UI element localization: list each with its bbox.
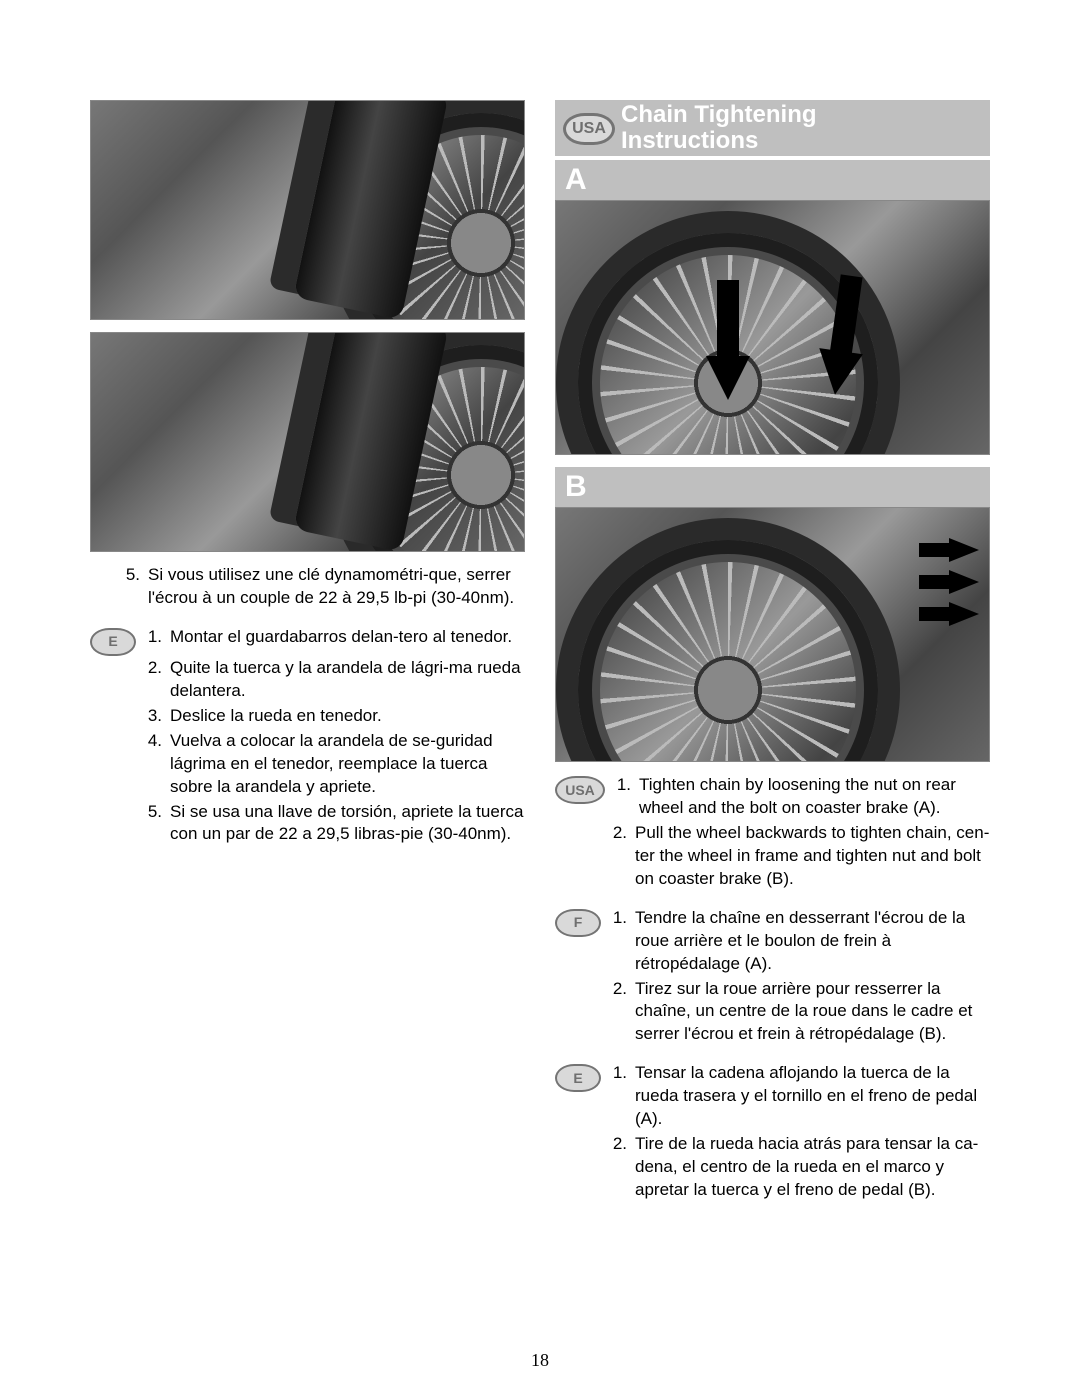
step-text: Si vous utilisez une clé dynamométri-que…	[148, 564, 525, 610]
step-number: 1.	[142, 626, 170, 649]
arrow-down-icon	[706, 356, 750, 400]
section-title: Chain Tightening Instructions	[621, 102, 817, 155]
step-text: Si se usa una llave de torsión, apriete …	[170, 801, 525, 847]
title-line-1: Chain Tightening	[621, 101, 817, 128]
step-text: Pull the wheel backwards to tighten chai…	[635, 822, 990, 891]
photo-fork-1	[90, 100, 525, 320]
lang-badge-e-icon: E	[90, 628, 136, 656]
step-letter-b: B	[555, 467, 990, 507]
step-text: Tendre la chaîne en desserrant l'écrou d…	[635, 907, 990, 976]
photo-chain-b	[555, 507, 990, 762]
arrow-down-icon	[813, 348, 863, 398]
step-letter-a: A	[555, 160, 990, 200]
step-text: Deslice la rueda en tenedor.	[170, 705, 525, 728]
step-number: 1.	[607, 1062, 635, 1085]
title-line-2: Instructions	[621, 127, 758, 154]
right-usa-block: USA 1. Tighten chain by loosening the nu…	[555, 774, 990, 891]
right-spanish-block: E 1. Tensar la cadena aflojando la tuerc…	[555, 1062, 990, 1202]
page-columns: 5. Si vous utilisez une clé dynamométri-…	[90, 100, 990, 1204]
right-french-block: F 1. Tendre la chaîne en desserrant l'éc…	[555, 907, 990, 1047]
lang-badge-e-icon: E	[555, 1064, 601, 1092]
step-number: 4.	[142, 730, 170, 799]
photo-chain-a	[555, 200, 990, 455]
step-number: 2.	[607, 978, 635, 1047]
page-number: 18	[0, 1350, 1080, 1371]
right-column: USA Chain Tightening Instructions A B US…	[555, 100, 990, 1204]
step-text: Quite la tuerca y la arandela de lágri-m…	[170, 657, 525, 703]
step-text: Montar el guardabarros delan-tero al ten…	[170, 626, 525, 649]
arrow-right-icon	[949, 570, 979, 594]
step-number: 5.	[142, 801, 170, 847]
step-number: 5.	[120, 564, 148, 610]
step-text: Tighten chain by loosening the nut on re…	[639, 774, 990, 820]
step-number: 3.	[142, 705, 170, 728]
lang-badge-f-icon: F	[555, 909, 601, 937]
left-column: 5. Si vous utilisez une clé dynamométri-…	[90, 100, 525, 1204]
arrow-right-icon	[949, 538, 979, 562]
step-text: Vuelva a colocar la arandela de se-gurid…	[170, 730, 525, 799]
section-header: USA Chain Tightening Instructions	[555, 100, 990, 156]
step-text: Tensar la cadena aflojando la tuerca de …	[635, 1062, 990, 1131]
left-french-step5: 5. Si vous utilisez une clé dynamométri-…	[90, 564, 525, 610]
step-number: 2.	[607, 1133, 635, 1202]
photo-fork-2	[90, 332, 525, 552]
arrow-right-icon	[949, 602, 979, 626]
step-number: 1.	[611, 774, 639, 797]
step-text: Tire de la rueda hacia atrás para tensar…	[635, 1133, 990, 1202]
lang-badge-usa-icon: USA	[555, 776, 605, 804]
step-number: 1.	[607, 907, 635, 930]
left-spanish-block: E 1. Montar el guardabarros delan-tero a…	[90, 626, 525, 847]
step-number: 2.	[607, 822, 635, 891]
step-text: Tirez sur la roue arrière pour resserrer…	[635, 978, 990, 1047]
step-number: 2.	[142, 657, 170, 703]
lang-badge-usa-icon: USA	[563, 113, 615, 145]
